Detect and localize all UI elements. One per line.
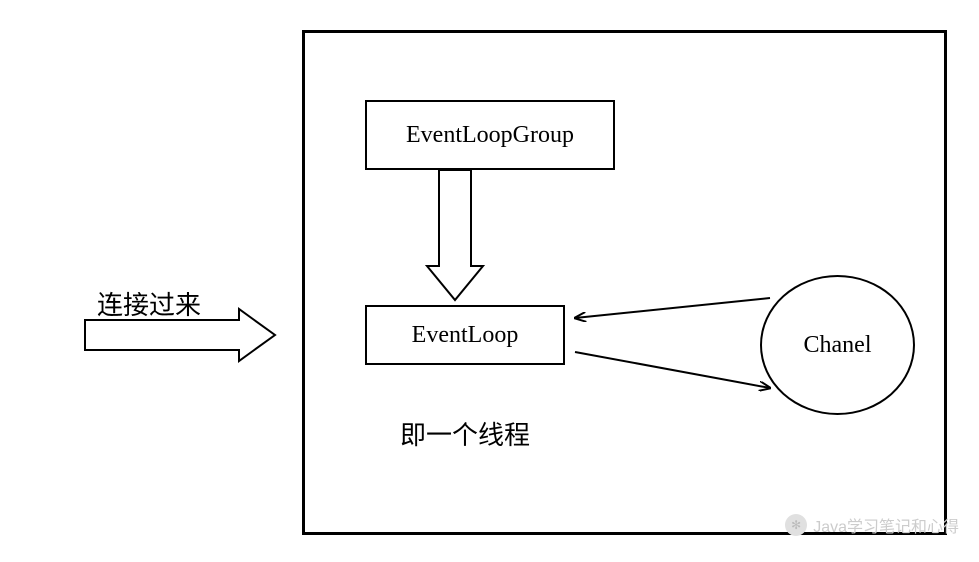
node-eventloop-label: EventLoop [412,322,519,349]
node-eventloopgroup-label: EventLoopGroup [406,122,574,149]
watermark: ✻ Java学习笔记和心得 [785,513,959,537]
label-thread: 即一个线程 [400,415,530,452]
wechat-icon: ✻ [785,514,807,536]
watermark-text: Java学习笔记和心得 [813,513,959,537]
node-eventloop: EventLoop [365,305,565,365]
node-chanel-label: Chanel [804,332,872,359]
node-chanel: Chanel [760,275,915,415]
label-connect: 连接过来 [97,285,201,322]
node-eventloopgroup: EventLoopGroup [365,100,615,170]
